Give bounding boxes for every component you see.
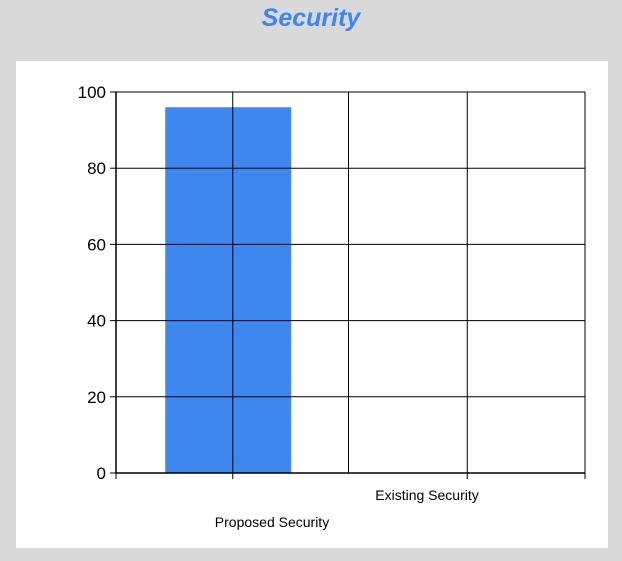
bar-proposed-security: [165, 107, 292, 474]
chart-panel: [16, 61, 608, 548]
y-tick-label-0: 0: [97, 464, 106, 483]
x-tick-label-existing-security: Existing Security: [375, 487, 478, 503]
y-tick-label-100: 100: [78, 83, 106, 102]
y-tick-label-60: 60: [87, 235, 106, 254]
y-tick-label-40: 40: [87, 312, 106, 331]
chart-title: Security: [261, 4, 361, 32]
x-tick-label-proposed-security: Proposed Security: [215, 514, 329, 530]
y-tick-label-20: 20: [87, 388, 106, 407]
y-tick-label-80: 80: [87, 159, 106, 178]
